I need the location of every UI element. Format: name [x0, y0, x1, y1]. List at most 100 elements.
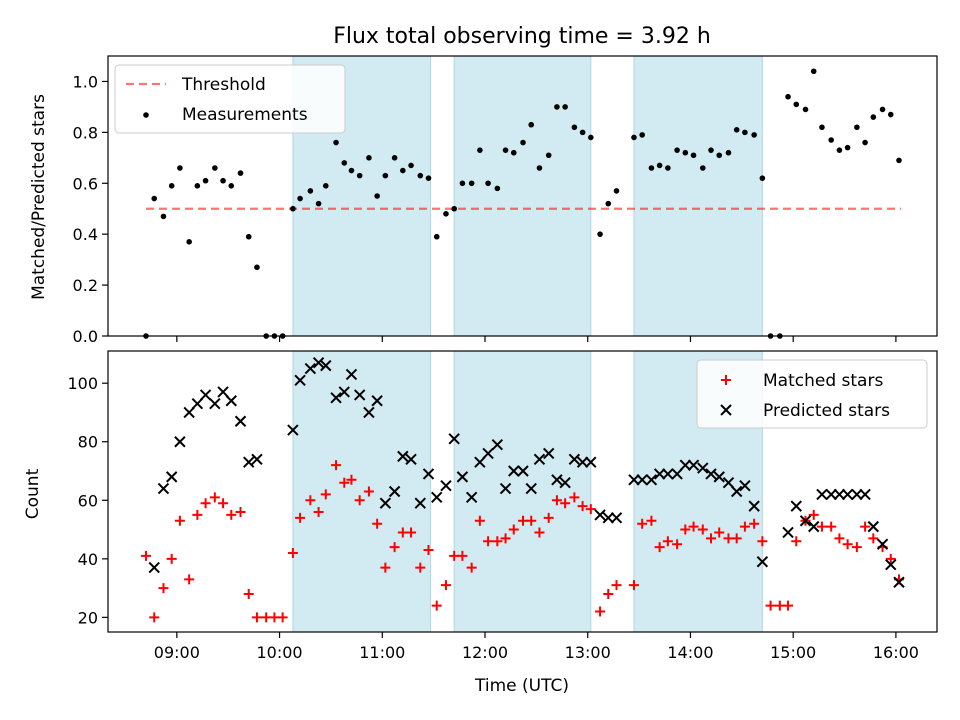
measurement-point	[656, 162, 663, 169]
measurement-point	[639, 132, 645, 138]
matched-star-point	[560, 498, 571, 509]
matched-star-point	[526, 515, 537, 526]
matched-star-point	[697, 524, 708, 535]
legend-box	[696, 359, 928, 429]
measurement-point	[665, 165, 671, 171]
measurement-point	[528, 121, 535, 128]
matched-star-point	[842, 539, 853, 550]
observing-window	[453, 350, 592, 633]
matched-star-point	[834, 533, 845, 544]
matched-star-point	[372, 518, 383, 529]
top-axes: 0.0 0.2 0.4 0.6 0.8 1.0 Threshold Measurements	[73, 55, 938, 346]
legend-top: Threshold Measurements	[114, 64, 346, 134]
matched-star-point	[243, 588, 254, 599]
matched-star-point	[380, 562, 391, 573]
predicted-star-point	[371, 395, 383, 407]
predicted-star-point	[217, 386, 229, 398]
axes-frame	[107, 55, 938, 337]
predicted-star-point	[841, 488, 854, 501]
measurement-point	[742, 129, 748, 136]
measurement-point	[408, 162, 414, 169]
predicted-star-point	[422, 468, 435, 480]
measurement-point	[366, 155, 372, 161]
matched-star-point	[415, 562, 426, 573]
measurement-point	[459, 180, 466, 187]
matched-star-point	[423, 545, 434, 556]
measurement-point	[297, 195, 303, 202]
predicted-star-point	[594, 509, 606, 521]
y-tick-label: 0.6	[73, 174, 98, 193]
predicted-star-point	[345, 368, 358, 381]
predicted-star-point	[671, 468, 683, 480]
measurement-point	[545, 152, 552, 159]
predicted-star-point	[662, 468, 674, 480]
measurement-point	[631, 134, 637, 141]
matched-star-point	[585, 504, 596, 515]
measurement-point	[307, 188, 314, 194]
predicted-star-point	[388, 485, 401, 498]
measurement-point	[733, 127, 740, 133]
measurement-point	[879, 106, 886, 113]
measurement-point	[819, 124, 825, 131]
predicted-star-point	[157, 482, 170, 495]
measurement-point	[417, 172, 424, 179]
predicted-star-point	[499, 482, 512, 495]
matched-star-point	[235, 506, 246, 517]
predicted-star-point	[199, 389, 212, 401]
matched-star-point	[305, 495, 316, 506]
matched-star-point	[346, 474, 357, 485]
measurement-point	[674, 147, 680, 153]
predicted-star-point	[465, 491, 478, 504]
predicted-star-point	[885, 558, 897, 571]
matched-star-point	[287, 547, 298, 558]
predicted-star-point	[474, 456, 486, 468]
predicted-star-point	[782, 526, 794, 539]
legend-measurements-label: Measurements	[182, 105, 308, 125]
legend-measurements-swatch	[143, 112, 149, 118]
measurement-point	[451, 205, 457, 212]
predicted-star-point	[183, 406, 195, 419]
observing-window	[453, 55, 592, 337]
predicted-star-point	[456, 471, 469, 483]
axes-frame	[107, 350, 938, 633]
matched-star-point	[662, 536, 673, 547]
predicted-star-point	[610, 512, 623, 524]
matched-star-point	[363, 486, 374, 497]
matched-star-point	[500, 533, 511, 544]
matched-star-point	[680, 524, 691, 535]
measurement-point	[290, 205, 296, 212]
bottom-axes: 20 40 60 80 100 09:00 10:00 11:00 12:00 13:00 14:0…	[67, 350, 938, 662]
y-tick-label: 0.8	[73, 123, 98, 142]
matched-star-point	[672, 539, 683, 550]
legend-predicted-swatch	[720, 404, 732, 416]
predicted-star-point	[294, 374, 306, 386]
measurement-point	[605, 200, 612, 207]
matched-star-point	[339, 477, 350, 488]
measurement-point	[844, 144, 851, 151]
legend-threshold-label: Threshold	[181, 75, 266, 95]
matched-star-point	[431, 600, 442, 611]
predicted-star-point	[148, 561, 160, 574]
measurement-point	[494, 185, 501, 192]
measurement-point	[699, 165, 706, 171]
measurement-point	[160, 213, 167, 220]
x-tick-label: 16:00	[873, 643, 919, 662]
predicted-star-point	[287, 424, 299, 436]
measurement-point	[896, 157, 902, 164]
top-y-axis-label: Matched/Predicted stars	[29, 94, 49, 300]
matched-star-point	[551, 495, 562, 506]
bottom-y-axis-label: Count	[23, 468, 43, 519]
matched-star-point	[749, 518, 760, 529]
predicted-star-point	[559, 477, 571, 489]
matched-star-point	[389, 542, 400, 553]
matched-star-point	[174, 515, 185, 526]
measurement-point	[254, 264, 260, 271]
measurement-point	[554, 104, 560, 110]
predicted-star-point	[851, 488, 863, 501]
matched-star-point	[192, 509, 203, 520]
matched-star-point	[577, 501, 588, 512]
x-tick-label: 12:00	[462, 643, 508, 662]
predicted-star-point	[414, 497, 426, 509]
measurement-point	[468, 180, 475, 187]
